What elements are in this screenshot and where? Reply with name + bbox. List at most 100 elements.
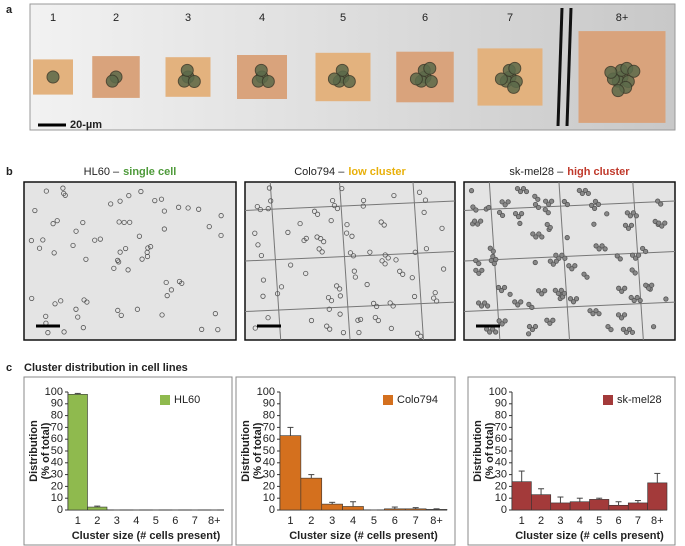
cell	[115, 307, 121, 314]
cell	[542, 288, 548, 294]
y-tick-label: 10	[495, 492, 507, 504]
chart-frame	[235, 376, 456, 546]
microscopy-image	[23, 181, 237, 341]
cell	[421, 209, 427, 216]
cell	[632, 270, 638, 276]
cell	[476, 260, 482, 267]
cell	[559, 252, 565, 258]
cell	[51, 250, 57, 256]
cell	[83, 256, 89, 262]
y-tick-label: 80	[263, 410, 275, 422]
cell	[387, 300, 393, 306]
cell	[517, 220, 523, 227]
cell	[168, 287, 175, 293]
legend-swatch	[383, 395, 393, 405]
cell	[536, 231, 542, 237]
cell	[327, 72, 341, 86]
y-tick-label: 90	[51, 398, 63, 410]
cell	[412, 249, 418, 255]
microscopy-image	[463, 181, 676, 341]
cell	[629, 329, 636, 335]
cell	[582, 187, 588, 194]
x-tick-label: 7	[192, 515, 198, 527]
cell	[529, 326, 536, 333]
legend-swatch	[160, 395, 170, 405]
cell	[572, 263, 578, 269]
cell	[625, 225, 632, 231]
cell	[475, 221, 481, 227]
cell	[105, 74, 119, 88]
cell	[591, 221, 597, 227]
x-tick-label: 3	[329, 515, 335, 527]
cell	[303, 235, 309, 241]
cell	[495, 284, 502, 291]
cell	[415, 330, 421, 336]
cell	[535, 196, 541, 202]
cell	[512, 299, 518, 305]
cell	[115, 257, 121, 263]
x-tick-label: 8+	[430, 515, 443, 527]
cell	[602, 246, 608, 252]
cell	[514, 185, 521, 192]
bar	[647, 482, 668, 511]
cluster-size-label: 5	[340, 12, 346, 24]
cell	[400, 271, 406, 277]
x-tick-label: 1	[287, 515, 293, 527]
hemocytometer-line	[269, 181, 282, 341]
cell	[357, 316, 364, 323]
cell	[285, 229, 291, 235]
cell	[46, 70, 60, 84]
cell	[515, 302, 521, 308]
cell	[532, 201, 539, 208]
cell	[252, 230, 258, 236]
cell	[266, 185, 273, 191]
cell	[499, 212, 506, 219]
cell	[627, 213, 633, 219]
cell	[334, 283, 340, 289]
cell	[350, 253, 357, 259]
cell	[416, 189, 423, 195]
cell	[659, 223, 665, 229]
cell	[136, 233, 143, 239]
cell	[473, 257, 479, 264]
legend-swatch	[603, 395, 613, 405]
cell-line: HL60 –	[84, 166, 120, 178]
y-tick-label: 60	[263, 433, 275, 445]
cell	[360, 203, 366, 209]
y-tick-label: 90	[495, 398, 507, 410]
cell	[624, 210, 630, 216]
cell	[596, 246, 602, 252]
cell	[92, 237, 98, 243]
cell	[553, 258, 559, 264]
x-tick-label: 2	[308, 515, 314, 527]
y-tick-label: 0	[57, 504, 63, 516]
cell	[487, 245, 493, 251]
cell	[622, 285, 628, 291]
cell	[117, 198, 123, 204]
bar	[87, 506, 108, 511]
cell	[550, 317, 556, 323]
cell	[147, 244, 154, 250]
bar	[342, 506, 364, 511]
cell	[123, 245, 129, 252]
cell	[390, 303, 396, 309]
cell	[626, 326, 633, 332]
hemocytometer-line	[244, 251, 456, 262]
y-tick-label: 70	[51, 421, 63, 433]
cluster-size-label: 4	[259, 12, 265, 24]
x-tick-label: 1	[519, 515, 525, 527]
cell	[212, 311, 218, 317]
cell	[472, 218, 478, 224]
cell	[630, 210, 636, 216]
cell	[318, 236, 324, 242]
cell	[532, 323, 539, 330]
x-tick-label: 3	[557, 515, 563, 527]
panel-label: c	[6, 362, 12, 374]
cell	[257, 206, 263, 213]
panel-label: b	[6, 166, 13, 178]
cell	[314, 211, 321, 217]
cell	[28, 237, 35, 244]
cell	[479, 267, 485, 273]
cell	[32, 207, 38, 214]
y-tick-label: 50	[51, 445, 63, 457]
